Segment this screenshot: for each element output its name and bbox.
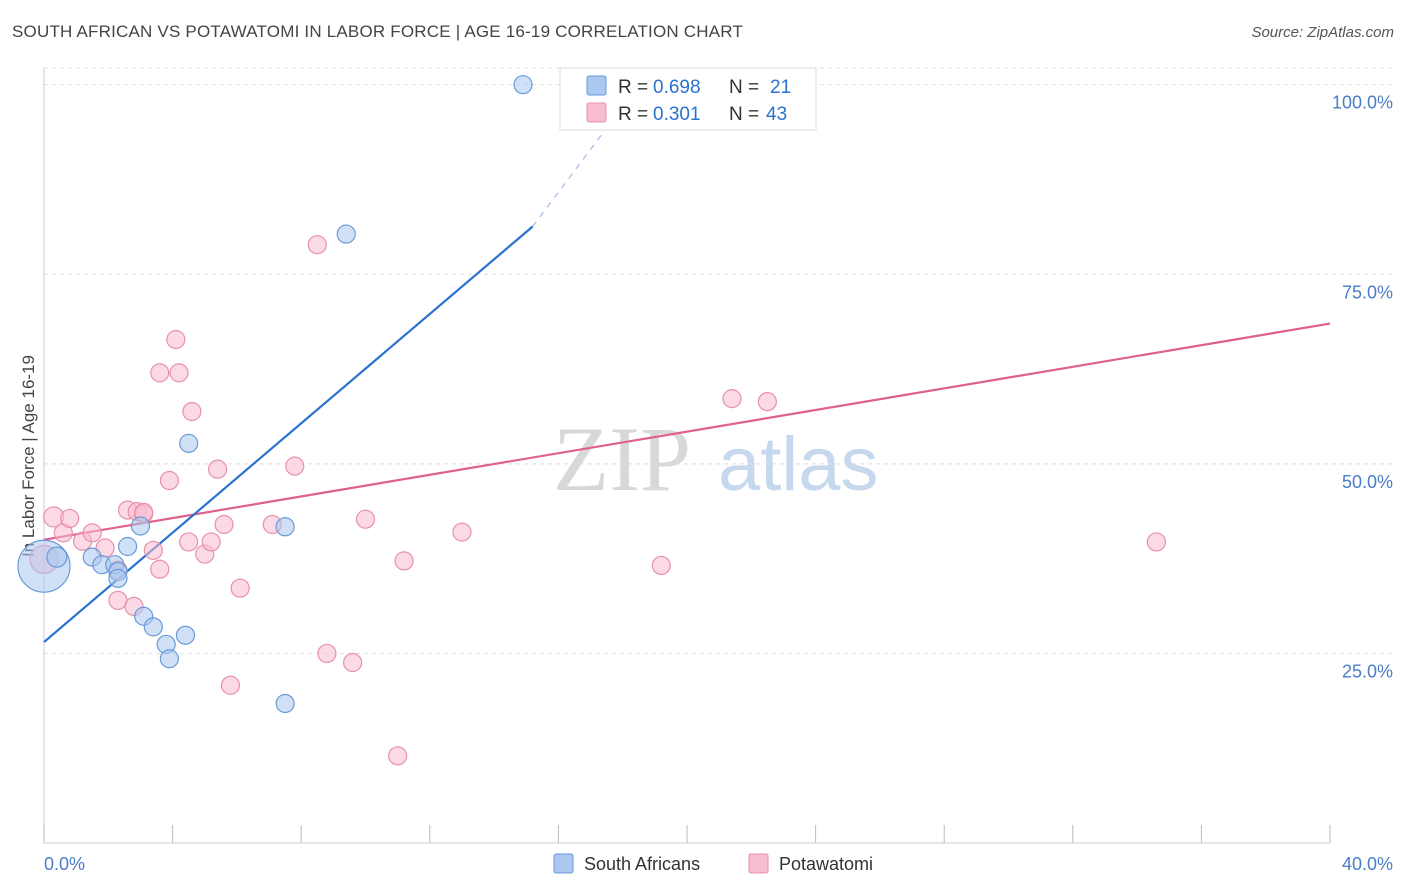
south-africans-point [336,224,356,244]
potawatomi-point [82,523,102,543]
south-africans-point [108,568,128,588]
legend-n-label: N = [729,104,759,125]
potawatomi-point [1146,532,1166,552]
gridlines [44,67,1392,654]
potawatomi-trend-line [43,322,1331,541]
potawatomi-point [201,532,221,552]
potawatomi-point [452,522,472,542]
potawatomi-point [214,514,234,535]
south-africans-point [159,649,179,669]
legend-r-label: R = [618,77,648,98]
source-label: Source: ZipAtlas.com [1251,24,1394,41]
legend-r-value-2: 0.301 [653,104,701,125]
legend-n-value-2: 43 [766,104,787,125]
y-tick-label: 75.0% [1342,282,1393,302]
south-africans-point [130,516,151,536]
series-swatch-potawatomi [748,853,769,874]
south-africans-point [143,617,163,637]
legend-swatch-south-africans [586,75,607,96]
potawatomi-point [343,652,363,673]
potawatomi-point [317,643,337,664]
potawatomi-point [60,508,80,529]
x-tick-label: 40.0% [1342,854,1393,874]
potawatomi-point [208,459,228,479]
potawatomi-point [388,746,408,766]
south-africans-point [275,517,295,537]
watermark-atlas: atlas [718,422,879,507]
potawatomi-point [307,235,327,255]
legend-n-label: N = [729,77,759,98]
stats-legend: R = 0.698 N = 21 R = 0.301 N = 43 [559,67,817,131]
series-swatch-south-africans [553,853,574,874]
south-africans-point [179,433,199,453]
watermark-zip: ZIP [553,408,691,510]
potawatomi-point [230,578,250,598]
south-africans-point [46,546,68,568]
potawatomi-point [651,555,671,576]
legend-n-value-1: 21 [770,77,791,98]
south-africans-point [175,625,196,645]
series-label-potawatomi: Potawatomi [779,854,873,874]
potawatomi-point [722,389,742,409]
y-axis-label: In Labor Force | Age 16-19 [19,355,38,557]
trend-lines [43,80,1331,643]
x-tick-label: 0.0% [44,854,85,874]
potawatomi-point [169,363,189,383]
data-points [17,75,1166,766]
potawatomi-point [143,540,163,560]
south-africans-point [117,536,138,557]
series-label-south-africans: South Africans [584,854,700,874]
south-africans-point [513,75,533,95]
potawatomi-point [150,559,170,579]
potawatomi-point [394,551,414,571]
y-tick-label: 50.0% [1342,472,1393,492]
potawatomi-point [150,363,170,383]
potawatomi-point [355,509,376,529]
legend-r-label: R = [618,104,648,125]
chart-title: SOUTH AFRICAN VS POTAWATOMI IN LABOR FOR… [12,22,744,41]
potawatomi-point [285,456,305,476]
potawatomi-point [108,590,128,610]
y-tick-labels: 25.0% 50.0% 75.0% 100.0% [1332,93,1393,682]
series-legend: South Africans Potawatomi [553,853,873,874]
legend-r-value-1: 0.698 [653,77,701,98]
potawatomi-point [159,470,179,491]
potawatomi-point [757,392,777,412]
legend-swatch-potawatomi [586,102,607,123]
potawatomi-point [166,329,186,350]
y-tick-label: 100.0% [1332,93,1393,113]
y-tick-label: 25.0% [1342,661,1393,681]
x-ticks: 0.0% 40.0% [43,825,1393,874]
potawatomi-point [182,401,202,422]
potawatomi-point [220,675,241,695]
south-africans-point [275,693,295,714]
potawatomi-point [179,532,199,552]
